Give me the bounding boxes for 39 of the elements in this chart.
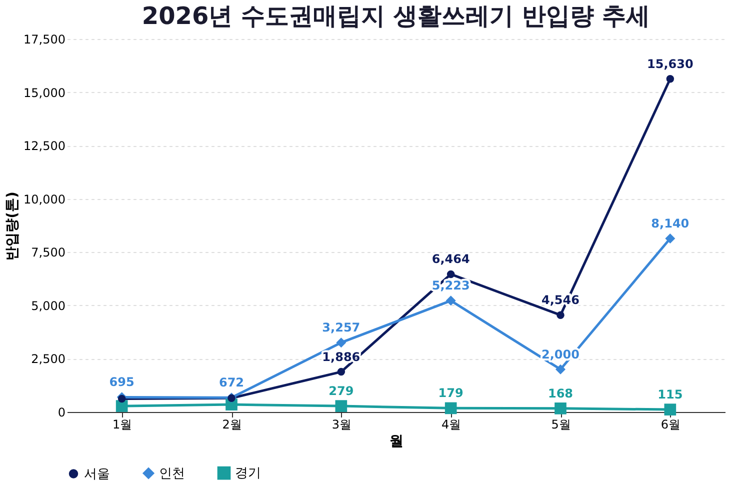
y-tick-label: 12,500 [24, 139, 66, 154]
data-label: 695 [109, 375, 134, 390]
point [556, 364, 566, 374]
y-tick-label: 10,000 [24, 192, 66, 206]
point [446, 296, 456, 306]
y-tick-label: 15,000 [24, 86, 66, 100]
point [554, 402, 566, 414]
y-tick-label: 2,500 [31, 352, 66, 366]
data-label: 179 [438, 386, 464, 400]
point [664, 404, 676, 416]
data-label: 6,464 [432, 252, 470, 266]
data-label: 168 [548, 386, 574, 400]
legend-label: 경기 [235, 466, 261, 482]
x-tick-label: 1월 [112, 418, 132, 432]
x-tick-label: 3월 [332, 418, 352, 432]
x-tick-label: 2월 [222, 418, 242, 432]
point [665, 234, 676, 244]
x-tick-label: 4월 [442, 418, 462, 432]
x-tick-label: 5월 [551, 418, 571, 432]
data-label: 3,257 [322, 320, 360, 335]
y-axis-title: 반입량(톤) [4, 192, 21, 260]
data-label: 15,630 [647, 56, 694, 71]
x-tick-label: 6월 [660, 418, 680, 432]
y-tick-label: 17,500 [24, 32, 66, 46]
point [336, 338, 346, 348]
data-label: 115 [658, 388, 683, 402]
y-tick-label: 5,000 [31, 298, 66, 313]
data-label: 8,140 [651, 216, 690, 230]
point [116, 400, 128, 412]
x-axis-title: 월 [390, 434, 404, 450]
point [335, 400, 348, 412]
legend-label: 서울 [84, 466, 110, 482]
legend-label: 인천 [159, 466, 185, 482]
data-label: 279 [328, 384, 354, 398]
point [444, 402, 457, 414]
data-label: 672 [218, 376, 244, 390]
y-tick-label: 7,500 [31, 246, 66, 260]
chart-title: 2026년 수도권매립지 생활쓰레기 반입량 추세 [142, 2, 650, 30]
y-tick-label: 0 [58, 406, 66, 420]
